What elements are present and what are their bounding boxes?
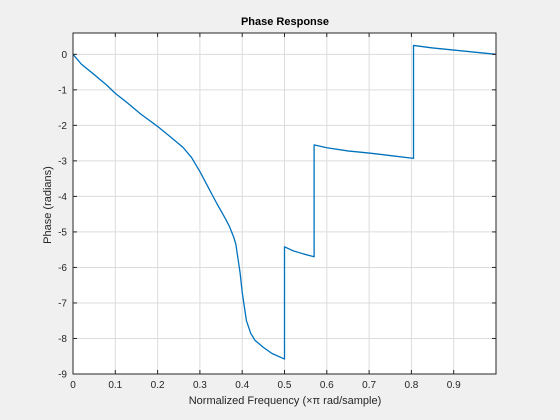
x-axis-label: Normalized Frequency (×π rad/sample) <box>189 395 382 407</box>
y-tick-label: -1 <box>58 85 67 96</box>
y-tick-label: -8 <box>58 334 67 345</box>
chart-title: Phase Response <box>241 16 329 28</box>
x-tick-label: 0.9 <box>447 380 461 391</box>
x-tick-label: 0 <box>70 380 76 391</box>
y-tick-label: -4 <box>58 192 67 203</box>
x-tick-label: 0.1 <box>108 380 122 391</box>
y-axis-label: Phase (radians) <box>42 166 54 244</box>
y-tick-label: -2 <box>58 121 67 132</box>
x-tick-label: 0.7 <box>362 380 376 391</box>
x-tick-label: 0.8 <box>404 380 418 391</box>
y-tick-label: -5 <box>58 227 67 238</box>
x-tick-label: 0.3 <box>193 380 207 391</box>
x-tick-label: 0.2 <box>151 380 165 391</box>
x-tick-label: 0.4 <box>235 380 249 391</box>
x-tick-label: 0.6 <box>320 380 334 391</box>
x-tick-label: 0.5 <box>278 380 292 391</box>
plot-area: 0 0.1 0.2 0.3 0.4 0.5 0.6 0.7 0.8 0.9 0 -1 -2 -3 -4 -5 -… <box>58 32 497 391</box>
y-tick-label: -9 <box>58 370 67 381</box>
y-tick-label: -3 <box>58 156 67 167</box>
y-tick-label: 0 <box>61 50 67 61</box>
y-tick-label: -7 <box>58 298 67 309</box>
phase-series-line <box>72 44 497 360</box>
y-tick-label: -6 <box>58 263 67 274</box>
